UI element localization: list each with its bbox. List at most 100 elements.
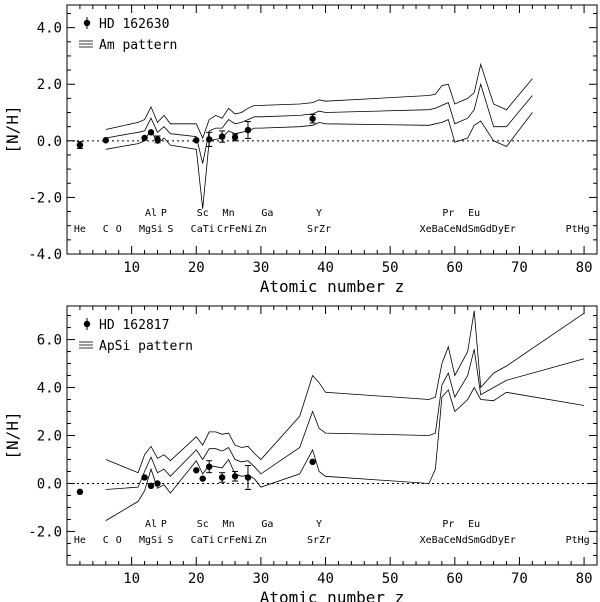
data-point bbox=[205, 136, 213, 143]
y-axis-label: [N/H] bbox=[3, 105, 22, 153]
y-tick-label: 2.0 bbox=[37, 77, 62, 93]
x-tick-label: 40 bbox=[317, 571, 334, 587]
element-label: O bbox=[116, 224, 122, 235]
x-tick-label: 20 bbox=[188, 571, 205, 587]
data-point bbox=[309, 115, 316, 122]
y-tick-label: 0.0 bbox=[37, 476, 62, 492]
element-label: Pr bbox=[442, 208, 454, 219]
pattern-line-lower bbox=[105, 386, 585, 521]
data-point bbox=[154, 136, 161, 143]
element-label: PtHg bbox=[566, 535, 590, 546]
y-axis-label: [N/H] bbox=[3, 411, 22, 459]
element-label: CrFeNi bbox=[217, 535, 253, 546]
element-label: MgSi bbox=[139, 535, 163, 546]
data-point bbox=[244, 126, 252, 134]
data-point bbox=[199, 475, 206, 482]
data-point bbox=[147, 129, 155, 136]
x-tick-label: 30 bbox=[252, 571, 269, 587]
legend-star-label: HD 162817 bbox=[99, 318, 169, 333]
pattern-line-upper bbox=[105, 62, 533, 140]
data-point bbox=[231, 134, 239, 141]
data-point bbox=[193, 467, 200, 474]
x-tick-label: 60 bbox=[446, 571, 463, 587]
element-label: XeBaCeNdSmGdDyEr bbox=[420, 224, 516, 235]
data-point bbox=[218, 474, 226, 481]
data-point bbox=[102, 137, 109, 144]
element-label: Eu bbox=[468, 208, 480, 219]
data-point bbox=[205, 463, 213, 470]
element-label: SrZr bbox=[307, 224, 331, 235]
pattern-line-mid bbox=[105, 82, 533, 164]
data-point bbox=[244, 474, 252, 481]
data-point bbox=[154, 480, 161, 487]
element-label: XeBaCeNdSmGdDyEr bbox=[420, 535, 516, 546]
plot-frame bbox=[66, 4, 598, 255]
element-label: Mn bbox=[223, 519, 235, 530]
x-tick-label: 30 bbox=[252, 260, 269, 276]
y-tick-label: -4.0 bbox=[28, 247, 62, 263]
legend-pattern-label: ApSi pattern bbox=[99, 339, 193, 354]
x-axis-label: Atomic number z bbox=[260, 277, 405, 296]
element-label: Eu bbox=[468, 519, 480, 530]
data-point bbox=[309, 458, 316, 466]
pattern-line-mid bbox=[105, 349, 585, 490]
data-point bbox=[193, 137, 200, 144]
element-label: Mn bbox=[223, 208, 235, 219]
element-label: C bbox=[103, 224, 109, 235]
element-label: C bbox=[103, 535, 109, 546]
data-point bbox=[141, 134, 148, 142]
x-tick-label: 70 bbox=[511, 571, 528, 587]
element-label: S bbox=[167, 224, 173, 235]
data-point bbox=[76, 488, 84, 496]
y-tick-label: 2.0 bbox=[37, 429, 62, 445]
legend-pattern-label: Am pattern bbox=[99, 38, 177, 53]
pattern-line-lower bbox=[105, 112, 533, 209]
element-label: CrFeNi bbox=[217, 224, 253, 235]
x-tick-label: 50 bbox=[382, 571, 399, 587]
element-label: He bbox=[74, 224, 86, 235]
x-tick-label: 80 bbox=[576, 260, 593, 276]
legend-star-label: HD 162630 bbox=[99, 17, 169, 32]
x-tick-label: 10 bbox=[123, 260, 140, 276]
element-label: P bbox=[161, 208, 167, 219]
data-point bbox=[76, 141, 84, 149]
legend-point-marker bbox=[83, 19, 91, 27]
element-label: Ga bbox=[261, 208, 273, 219]
y-tick-label: 4.0 bbox=[37, 381, 62, 397]
element-label: Ga bbox=[261, 519, 273, 530]
element-label: Pr bbox=[442, 519, 454, 530]
y-tick-label: 4.0 bbox=[37, 21, 62, 37]
x-tick-label: 80 bbox=[576, 571, 593, 587]
element-label: CaTi bbox=[191, 224, 215, 235]
y-tick-label: -2.0 bbox=[28, 524, 62, 540]
element-label: MgSi bbox=[139, 224, 163, 235]
element-label: Y bbox=[316, 519, 322, 530]
element-label: Sc bbox=[197, 208, 209, 219]
element-label: Y bbox=[316, 208, 322, 219]
pattern-line-upper bbox=[105, 310, 585, 474]
data-point bbox=[231, 473, 239, 480]
data-point bbox=[218, 133, 226, 140]
element-label: CaTi bbox=[191, 535, 215, 546]
element-label: Zn bbox=[255, 224, 267, 235]
element-label: SrZr bbox=[307, 535, 331, 546]
top-panel: 10 20 30 40 50 60 70 80 4.0 2.0 0.0 -2.0 -4.0 Atomic … bbox=[3, 4, 598, 296]
element-label: Zn bbox=[255, 535, 267, 546]
x-tick-label: 40 bbox=[317, 260, 334, 276]
x-tick-label: 50 bbox=[382, 260, 399, 276]
element-label: P bbox=[161, 519, 167, 530]
element-label: Al bbox=[145, 208, 157, 219]
y-tick-label: 0.0 bbox=[37, 134, 62, 150]
bottom-panel: 10 20 30 40 50 60 70 80 6.0 4.0 2.0 0.0 -2.0 Atomic n… bbox=[3, 305, 598, 602]
element-label: O bbox=[116, 535, 122, 546]
y-tick-label: 6.0 bbox=[37, 333, 62, 349]
element-label: S bbox=[167, 535, 173, 546]
legend-point-marker bbox=[83, 320, 91, 328]
element-label: Al bbox=[145, 519, 157, 530]
y-tick-label: -2.0 bbox=[28, 190, 62, 206]
element-label: PtHg bbox=[566, 224, 590, 235]
x-tick-label: 20 bbox=[188, 260, 205, 276]
data-point bbox=[141, 474, 148, 481]
x-tick-label: 60 bbox=[446, 260, 463, 276]
